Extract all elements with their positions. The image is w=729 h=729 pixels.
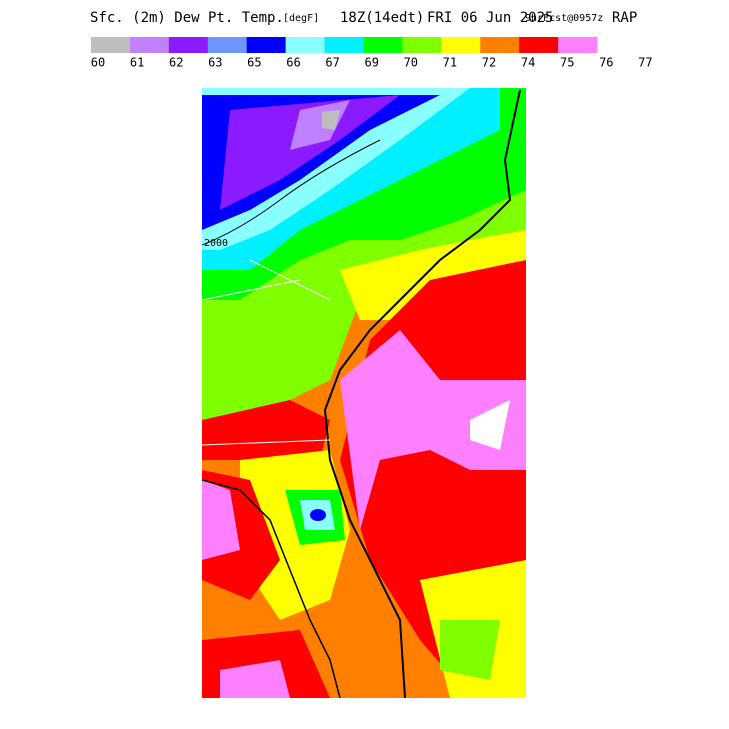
- colorbar-swatch: [129, 37, 170, 53]
- title-time: 18Z(14edt): [340, 10, 424, 26]
- colorbar-swatch: [480, 37, 520, 53]
- colorbar-label: 62: [169, 56, 183, 70]
- colorbar-swatch: [402, 37, 442, 53]
- title-forecast: 9hrFcst@0957z: [525, 13, 603, 24]
- colorbar-label: 77: [638, 56, 652, 70]
- colorbar-swatch: [285, 37, 326, 53]
- colorbar-label: 67: [325, 56, 339, 70]
- colorbar-label: 60: [91, 56, 105, 70]
- colorbar-label: 65: [247, 56, 261, 70]
- colorbar-swatch: [363, 37, 403, 53]
- colorbar-swatch: [324, 37, 364, 53]
- colorbar-swatch: [91, 37, 131, 53]
- colorbar-label: 70: [404, 56, 418, 70]
- colorbar-swatch: [441, 37, 481, 53]
- colorbar-label: 61: [130, 56, 144, 70]
- title-field: Sfc. (2m) Dew Pt. Temp.: [90, 10, 284, 26]
- colorbar-swatch: [168, 37, 209, 53]
- colorbar-label: 75: [560, 56, 574, 70]
- title-units: [degF]: [283, 13, 319, 24]
- title-date: FRI 06 Jun 2025: [427, 10, 553, 26]
- colorbar-label: 71: [443, 56, 457, 70]
- colorbar-label: 74: [521, 56, 535, 70]
- colorbar-label: 72: [482, 56, 496, 70]
- colorbar-swatch: [207, 37, 248, 53]
- colorbar: 60 61 62 63 65 66 67 69 70 71 72 74 75 76 77: [91, 37, 653, 70]
- colorbar-swatch: [558, 37, 598, 53]
- colorbar-swatch: [246, 37, 287, 53]
- colorbar-label: 76: [599, 56, 613, 70]
- colorbar-label: 63: [208, 56, 222, 70]
- colorbar-label: 69: [364, 56, 378, 70]
- colorbar-label: 66: [286, 56, 300, 70]
- colorbar-swatch: [519, 37, 559, 53]
- title-model: RAP: [612, 10, 637, 26]
- map: 2000: [202, 88, 526, 698]
- contour-label: 2000: [204, 238, 228, 249]
